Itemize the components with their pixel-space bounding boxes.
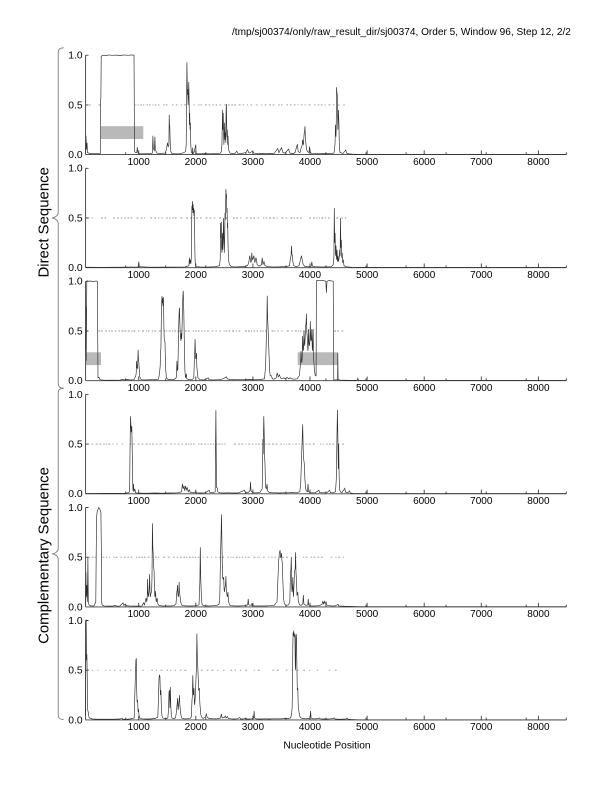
svg-text:7000: 7000 (470, 270, 493, 281)
svg-text:1000: 1000 (128, 270, 151, 281)
svg-text:5000: 5000 (356, 609, 379, 620)
svg-text:8000: 8000 (527, 722, 550, 733)
svg-text:/tmp/sj00374/only/raw_result_d: /tmp/sj00374/only/raw_result_dir/sj00374… (232, 27, 571, 38)
svg-text:6000: 6000 (413, 609, 436, 620)
svg-text:5000: 5000 (356, 496, 379, 507)
svg-text:1.0: 1.0 (68, 390, 83, 401)
svg-text:0.5: 0.5 (68, 666, 83, 677)
svg-text:0.0: 0.0 (68, 263, 83, 274)
svg-text:7000: 7000 (470, 722, 493, 733)
svg-text:4000: 4000 (299, 722, 322, 733)
svg-text:1.0: 1.0 (68, 616, 83, 627)
svg-text:Nucleotide Position: Nucleotide Position (283, 741, 370, 752)
svg-text:8000: 8000 (527, 383, 550, 394)
svg-text:2000: 2000 (185, 496, 208, 507)
svg-text:6000: 6000 (413, 270, 436, 281)
svg-text:0.0: 0.0 (68, 602, 83, 613)
svg-text:6000: 6000 (413, 157, 436, 168)
svg-text:5000: 5000 (356, 270, 379, 281)
svg-text:7000: 7000 (470, 609, 493, 620)
svg-text:0.5: 0.5 (68, 213, 83, 224)
svg-text:8000: 8000 (527, 609, 550, 620)
svg-text:3000: 3000 (242, 722, 265, 733)
svg-text:3000: 3000 (242, 609, 265, 620)
svg-text:0.5: 0.5 (68, 326, 83, 337)
svg-text:0.0: 0.0 (68, 150, 83, 161)
svg-text:1000: 1000 (128, 609, 151, 620)
svg-text:Complementary Sequence: Complementary Sequence (36, 467, 53, 644)
svg-text:4000: 4000 (299, 157, 322, 168)
svg-text:1000: 1000 (128, 383, 151, 394)
svg-text:Direct Sequence: Direct Sequence (36, 167, 53, 277)
svg-text:0.5: 0.5 (68, 553, 83, 564)
svg-text:8000: 8000 (527, 157, 550, 168)
svg-text:3000: 3000 (242, 157, 265, 168)
svg-text:1000: 1000 (128, 722, 151, 733)
svg-text:8000: 8000 (527, 496, 550, 507)
svg-text:2000: 2000 (185, 609, 208, 620)
svg-text:6000: 6000 (413, 722, 436, 733)
svg-text:1.0: 1.0 (68, 164, 83, 175)
svg-text:1.0: 1.0 (68, 277, 83, 288)
svg-text:5000: 5000 (356, 157, 379, 168)
svg-text:5000: 5000 (356, 383, 379, 394)
svg-text:8000: 8000 (527, 270, 550, 281)
svg-text:4000: 4000 (299, 496, 322, 507)
svg-text:1000: 1000 (128, 496, 151, 507)
svg-text:4000: 4000 (299, 383, 322, 394)
svg-text:0.0: 0.0 (68, 715, 83, 726)
svg-text:6000: 6000 (413, 383, 436, 394)
svg-text:3000: 3000 (242, 383, 265, 394)
svg-text:0.0: 0.0 (68, 376, 83, 387)
svg-text:2000: 2000 (185, 383, 208, 394)
svg-text:0.5: 0.5 (68, 100, 83, 111)
svg-text:2000: 2000 (185, 722, 208, 733)
svg-text:0.5: 0.5 (68, 440, 83, 451)
svg-text:5000: 5000 (356, 722, 379, 733)
svg-text:1000: 1000 (128, 157, 151, 168)
svg-text:0.0: 0.0 (68, 489, 83, 500)
svg-text:7000: 7000 (470, 496, 493, 507)
svg-text:3000: 3000 (242, 496, 265, 507)
svg-text:2000: 2000 (185, 270, 208, 281)
svg-text:6000: 6000 (413, 496, 436, 507)
svg-text:2000: 2000 (185, 157, 208, 168)
svg-text:4000: 4000 (299, 609, 322, 620)
svg-text:7000: 7000 (470, 157, 493, 168)
svg-text:1.0: 1.0 (68, 51, 83, 62)
svg-text:1.0: 1.0 (68, 503, 83, 514)
svg-text:3000: 3000 (242, 270, 265, 281)
svg-text:4000: 4000 (299, 270, 322, 281)
svg-text:7000: 7000 (470, 383, 493, 394)
